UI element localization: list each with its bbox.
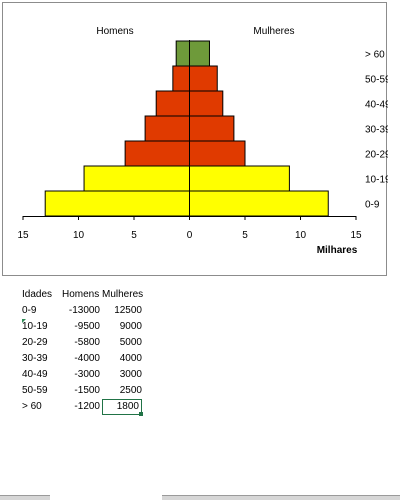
table-header-cell[interactable]: Mulheres [102, 289, 144, 300]
population-pyramid-chart: Homens Mulheres 0-9 10-19 20-29 30-39 40-49 5… [17, 26, 388, 256]
table-cell[interactable]: -5800 [74, 337, 100, 348]
table-cell[interactable]: 20-29 [22, 337, 48, 348]
table-cell[interactable]: -9500 [74, 321, 100, 332]
category-label: 50-59 [365, 75, 388, 86]
x-tick-label: 0 [187, 230, 193, 241]
x-tick-label: 15 [350, 230, 362, 241]
table-cell[interactable]: 30-39 [22, 353, 48, 364]
group-label-mulheres: Mulheres [253, 26, 294, 37]
selected-cell[interactable]: 1800 [102, 399, 142, 415]
bar-homens-0 [44, 190, 191, 217]
table-cell[interactable]: -1500 [74, 385, 100, 396]
category-label: 10-19 [365, 175, 388, 186]
table-cell[interactable]: 9000 [119, 321, 142, 332]
category-label: 20-29 [365, 150, 388, 161]
x-axis-title: Milhares [317, 245, 358, 256]
table-cell[interactable]: 4000 [119, 353, 142, 364]
table-cell[interactable]: -13000 [68, 305, 100, 316]
bar-homens-4 [155, 90, 190, 117]
table-cell[interactable]: 3000 [119, 369, 142, 380]
table-cell[interactable]: 50-59 [22, 385, 48, 396]
x-tick-label: 5 [131, 230, 137, 241]
cell-indicator-icon [22, 319, 26, 323]
x-tick-label: 10 [295, 230, 307, 241]
group-label-homens: Homens [96, 26, 133, 37]
sheet-scrollbar-right[interactable] [162, 495, 400, 500]
table-cell[interactable]: 40-49 [22, 369, 48, 380]
fill-handle[interactable] [139, 412, 143, 416]
bar-mulheres-4 [189, 90, 224, 117]
table-cell[interactable]: 5000 [119, 337, 142, 348]
sheet-scrollbar-left[interactable] [0, 495, 50, 500]
category-label: 0-9 [365, 200, 380, 211]
bar-mulheres-3 [189, 115, 235, 142]
table-cell[interactable]: > 60 [22, 401, 42, 412]
x-tick-label: 5 [242, 230, 248, 241]
x-tick-label: 10 [73, 230, 85, 241]
table-cell[interactable]: 2500 [119, 385, 142, 396]
table-header-cell[interactable]: Homens [62, 289, 100, 300]
x-tick-label: 15 [17, 230, 29, 241]
table-cell[interactable]: 12500 [114, 305, 142, 316]
category-label: 30-39 [365, 125, 388, 136]
table-cell[interactable]: -3000 [74, 369, 100, 380]
table-cell[interactable]: -1200 [74, 401, 100, 412]
table-cell[interactable]: -4000 [74, 353, 100, 364]
category-label: > 60 [365, 50, 385, 61]
chart-area[interactable]: Homens Mulheres 0-9 10-19 20-29 30-39 40-49 5… [2, 2, 388, 276]
category-label: 40-49 [365, 100, 388, 111]
table-header-cell[interactable]: Idades [22, 289, 53, 300]
table-cell[interactable]: 10-19 [22, 321, 48, 332]
table-cell[interactable]: 0-9 [22, 305, 37, 316]
bar-mulheres-5 [189, 65, 218, 92]
